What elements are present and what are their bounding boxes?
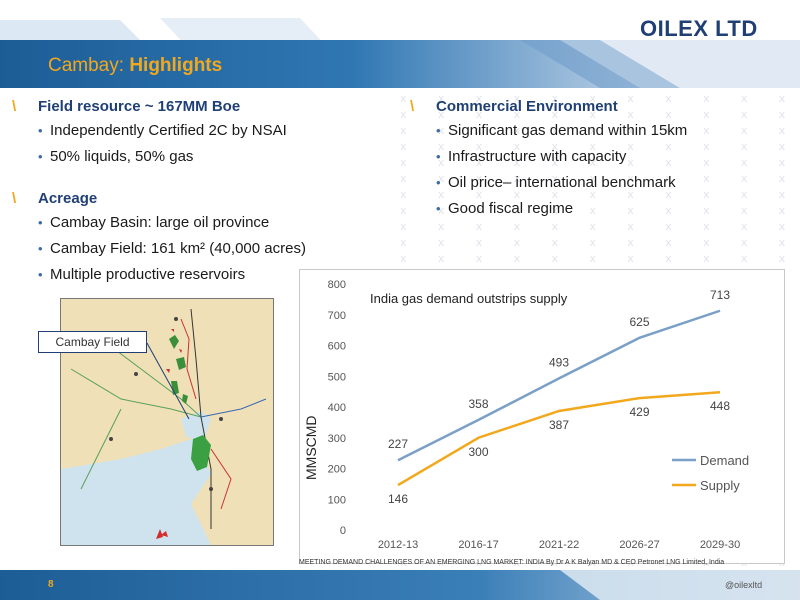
bullet-item: • Cambay Field: 161 km² (40,000 acres) <box>12 236 402 262</box>
section-heading: \ Field resource ~ 167MM Boe <box>12 96 402 118</box>
bullet-item: • Infrastructure with capacity <box>410 144 790 170</box>
page-number: 8 <box>48 579 54 590</box>
data-label: 146 <box>388 492 408 506</box>
left-column: \ Field resource ~ 167MM Boe • Independen… <box>12 96 402 306</box>
section-acreage: \ Acreage • Cambay Basin: large oil provi… <box>12 188 402 288</box>
footer-graphic <box>0 570 800 600</box>
title-prefix: Cambay: <box>48 55 125 76</box>
y-tick-label: 700 <box>328 310 346 322</box>
legend-label: Supply <box>700 478 740 493</box>
section-marker-icon: \ <box>12 190 17 207</box>
website-handle: @oilexltd <box>725 580 763 590</box>
bullet-text: 50% liquids, 50% gas <box>50 148 194 165</box>
bullet-icon: • <box>38 241 43 256</box>
bullet-item: • Cambay Basin: large oil province <box>12 210 402 236</box>
bullet-icon: • <box>38 215 43 230</box>
bullet-text: Independently Certified 2C by NSAI <box>50 122 287 139</box>
x-tick-label: 2021-22 <box>539 539 579 551</box>
bullet-item: • Good fiscal regime <box>410 196 790 222</box>
legend-label: Demand <box>700 453 749 468</box>
bullet-item: • Multiple productive reservoirs <box>12 262 402 288</box>
x-tick-label: 2012-13 <box>378 539 418 551</box>
data-label: 358 <box>468 397 488 411</box>
data-label: 448 <box>710 399 730 413</box>
bullet-text: Infrastructure with capacity <box>448 148 627 165</box>
section-heading: \ Commercial Environment <box>410 96 790 118</box>
title-main: Highlights <box>129 55 223 76</box>
y-tick-label: 800 <box>328 279 346 291</box>
data-label: 387 <box>549 418 569 432</box>
y-axis-ticks: 0 100 200 300 400 500 600 700 800 <box>328 279 346 537</box>
data-label: 713 <box>710 288 730 302</box>
bullet-icon: • <box>436 175 441 190</box>
y-tick-label: 600 <box>328 341 346 353</box>
bullet-text: Oil price– international benchmark <box>448 174 676 191</box>
bullet-text: Multiple productive reservoirs <box>50 266 246 283</box>
bullet-text: Cambay Basin: large oil province <box>50 214 270 231</box>
company-logo: OILEX LTD <box>640 16 758 42</box>
y-tick-label: 200 <box>328 464 346 476</box>
gas-demand-chart: India gas demand outstrips supply MMSCMD… <box>299 269 785 564</box>
page-title: Cambay: Highlights <box>48 55 222 77</box>
y-tick-label: 500 <box>328 371 346 383</box>
x-tick-label: 2029-30 <box>700 539 740 551</box>
x-axis-ticks: 2012-13 2016-17 2021-22 2026-27 2029-30 <box>378 539 740 551</box>
bullet-item: • 50% liquids, 50% gas <box>12 144 402 170</box>
series-line-supply <box>397 390 721 487</box>
bullet-icon: • <box>38 149 43 164</box>
section-heading-text: Field resource ~ 167MM Boe <box>38 98 241 115</box>
section-heading-text: Acreage <box>38 190 98 207</box>
section-marker-icon: \ <box>410 98 415 115</box>
cambay-field-callout: Cambay Field <box>38 331 147 353</box>
header-band: Cambay: Highlights OILEX LTD <box>0 0 800 88</box>
bullet-item: • Significant gas demand within 15km <box>410 118 790 144</box>
bullet-item: • Oil price– international benchmark <box>410 170 790 196</box>
source-note: MEETING DEMAND CHALLENGES OF AN EMERGING… <box>299 559 725 566</box>
section-marker-icon: \ <box>12 98 17 115</box>
right-column: \ Commercial Environment • Significant ga… <box>410 96 790 240</box>
bullet-icon: • <box>38 267 43 282</box>
bullet-icon: • <box>436 201 441 216</box>
data-label: 493 <box>549 355 569 369</box>
chart-series: 227 358 493 625 713 146 300 387 429 448 <box>388 288 730 506</box>
data-label: 227 <box>388 437 408 451</box>
bullet-text: Significant gas demand within 15km <box>448 122 688 139</box>
bullet-icon: • <box>38 123 43 138</box>
data-label: 300 <box>468 445 488 459</box>
logo-text: OILEX LTD <box>640 16 758 41</box>
section-commercial-environment: \ Commercial Environment • Significant ga… <box>410 96 790 222</box>
bullet-icon: • <box>436 123 441 138</box>
bullet-item: • Independently Certified 2C by NSAI <box>12 118 402 144</box>
chart-title: India gas demand outstrips supply <box>370 291 568 306</box>
data-label: 625 <box>629 315 649 329</box>
y-axis-label: MMSCMD <box>303 415 319 480</box>
bullet-icon: • <box>436 149 441 164</box>
y-tick-label: 300 <box>328 433 346 445</box>
section-field-resource: \ Field resource ~ 167MM Boe • Independen… <box>12 96 402 170</box>
data-label: 429 <box>629 405 649 419</box>
x-tick-label: 2016-17 <box>458 539 498 551</box>
chart-svg: India gas demand outstrips supply MMSCMD… <box>303 279 749 551</box>
footer-band <box>0 570 800 600</box>
x-tick-label: 2026-27 <box>619 539 659 551</box>
section-heading-text: Commercial Environment <box>436 98 618 115</box>
bullet-text: Good fiscal regime <box>448 200 574 217</box>
series-line-demand <box>397 309 721 462</box>
y-tick-label: 0 <box>340 525 346 537</box>
section-heading: \ Acreage <box>12 188 402 210</box>
bullet-text: Cambay Field: 161 km² (40,000 acres) <box>50 240 306 257</box>
y-tick-label: 100 <box>328 494 346 506</box>
y-tick-label: 400 <box>328 402 346 414</box>
chart-legend: Demand Supply <box>672 453 749 493</box>
header-graphic <box>0 0 800 88</box>
callout-text: Cambay Field <box>55 335 130 349</box>
